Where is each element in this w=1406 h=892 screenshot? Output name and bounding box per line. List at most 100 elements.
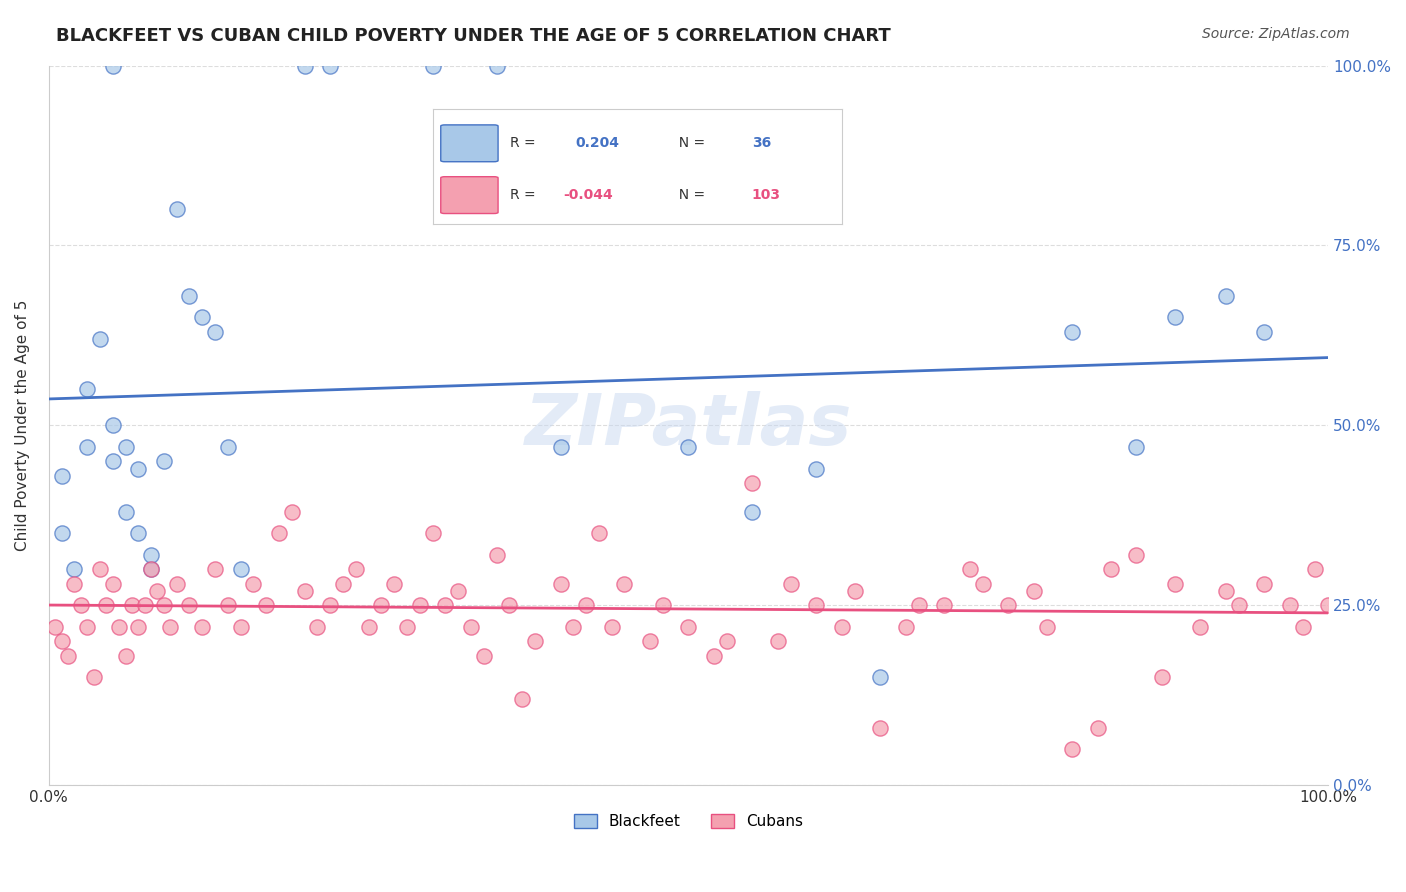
Point (89, 332, 111, 346)
Point (159, 620, 181, 634)
Text: Source: ZipAtlas.com: Source: ZipAtlas.com (1202, 27, 1350, 41)
Point (101, 576, 124, 591)
Point (422, 526, 444, 541)
Text: BLACKFEET VS CUBAN CHILD POVERTY UNDER THE AGE OF 5 CORRELATION CHART: BLACKFEET VS CUBAN CHILD POVERTY UNDER T… (56, 27, 891, 45)
Point (1253, 576, 1275, 591)
Point (204, 562, 226, 576)
Point (146, 583, 169, 598)
Point (1163, 310, 1185, 325)
Point (1035, 620, 1057, 634)
Point (76, 620, 98, 634)
Point (550, 576, 572, 591)
Point (638, 634, 661, 648)
Point (179, 598, 201, 612)
Point (1062, 325, 1084, 339)
Point (997, 598, 1019, 612)
Point (179, 289, 201, 303)
Point (907, 598, 929, 612)
Point (766, 634, 789, 648)
Point (108, 620, 131, 634)
Point (139, 562, 162, 576)
Point (1253, 325, 1275, 339)
Point (63, 576, 86, 591)
Point (1125, 548, 1147, 562)
Point (191, 310, 214, 325)
Point (472, 648, 495, 663)
Point (114, 440, 136, 454)
Point (510, 691, 533, 706)
Point (139, 548, 162, 562)
Point (1150, 670, 1173, 684)
Point (562, 620, 585, 634)
Y-axis label: Child Poverty Under the Age of 5: Child Poverty Under the Age of 5 (15, 300, 30, 551)
Point (741, 505, 763, 519)
Point (51, 526, 73, 541)
Point (409, 598, 432, 612)
Point (294, 59, 316, 73)
Point (217, 440, 239, 454)
Point (319, 598, 342, 612)
Point (485, 548, 508, 562)
Point (153, 598, 176, 612)
Point (434, 598, 457, 612)
Point (319, 59, 342, 73)
Point (1330, 620, 1353, 634)
Point (76, 440, 98, 454)
Point (498, 598, 520, 612)
Point (1087, 721, 1109, 735)
Point (281, 505, 304, 519)
Point (1163, 576, 1185, 591)
Point (307, 620, 329, 634)
Point (460, 620, 482, 634)
Point (267, 526, 290, 541)
Point (191, 620, 214, 634)
Point (83, 670, 105, 684)
Point (69, 598, 91, 612)
Point (229, 620, 252, 634)
Point (344, 562, 367, 576)
Point (1215, 289, 1237, 303)
Point (229, 562, 252, 576)
Point (294, 583, 316, 598)
Point (959, 562, 981, 576)
Point (613, 576, 636, 591)
Point (357, 620, 380, 634)
Point (1291, 620, 1313, 634)
Point (395, 620, 418, 634)
Point (806, 598, 828, 612)
Point (166, 202, 188, 217)
Point (523, 634, 546, 648)
Point (678, 620, 700, 634)
Point (1215, 583, 1237, 598)
Point (382, 576, 405, 591)
Point (1278, 598, 1301, 612)
Point (869, 721, 891, 735)
Point (101, 418, 124, 433)
Point (56, 648, 79, 663)
Point (844, 583, 866, 598)
Point (741, 475, 763, 490)
Point (166, 576, 188, 591)
Point (934, 598, 956, 612)
Point (1125, 440, 1147, 454)
Point (139, 562, 162, 576)
Point (575, 598, 598, 612)
Point (716, 634, 738, 648)
Point (370, 598, 392, 612)
Point (869, 670, 891, 684)
Point (447, 583, 470, 598)
Point (114, 648, 136, 663)
Point (600, 620, 623, 634)
Point (651, 598, 673, 612)
Point (1062, 742, 1084, 756)
Point (485, 59, 508, 73)
Point (332, 576, 354, 591)
Point (114, 505, 136, 519)
Point (1343, 576, 1365, 591)
Point (127, 620, 149, 634)
Point (894, 620, 917, 634)
Point (204, 325, 226, 339)
Point (217, 598, 239, 612)
Point (1099, 562, 1122, 576)
Point (422, 59, 444, 73)
